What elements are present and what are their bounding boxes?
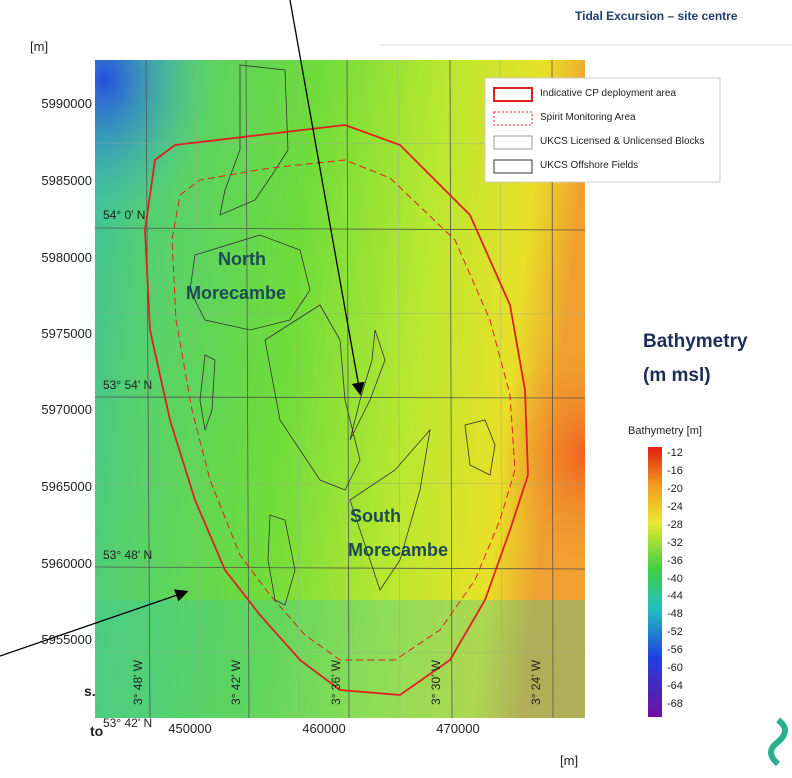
colorbar-label: -16 <box>667 466 683 477</box>
colorbar-title: Bathymetry [m] <box>628 426 702 437</box>
place-label: South <box>350 507 401 525</box>
y-tick-label: 5985000 <box>41 174 92 187</box>
lat-label: 53° 54' N <box>103 379 152 391</box>
legend-label: Indicative CP deployment area <box>540 89 676 99</box>
lon-label: 3° 48' W <box>132 660 144 705</box>
lat-label: 53° 48' N <box>103 549 152 561</box>
place-label: Morecambe <box>186 284 286 302</box>
y-unit: [m] <box>30 40 48 53</box>
y-tick-label: 5990000 <box>41 97 92 110</box>
lon-label: 3° 36' W <box>330 660 342 705</box>
logo-fragment <box>771 720 785 764</box>
y-tick-label: 5955000 <box>41 633 92 646</box>
header-title: Tidal Excursion – site centre <box>575 10 738 22</box>
x-unit: [m] <box>560 754 578 767</box>
colorbar-label: -28 <box>667 520 683 531</box>
colorbar-label: -68 <box>667 699 683 710</box>
colorbar-label: -12 <box>667 448 683 459</box>
colorbar-label: -32 <box>667 538 683 549</box>
colorbar-label: -56 <box>667 645 683 656</box>
colorbar-label: -40 <box>667 574 683 585</box>
colorbar-label: -48 <box>667 609 683 620</box>
page: Tidal Excursion – site centre [m] [m] Ba… <box>0 0 792 778</box>
x-tick-label: 450000 <box>168 722 211 735</box>
y-tick-label: 5970000 <box>41 403 92 416</box>
colorbar-label: -20 <box>667 484 683 495</box>
lat-label: 53° 42' N <box>103 717 152 729</box>
colorbar <box>648 447 662 717</box>
cut-text: s. <box>84 684 96 698</box>
colorbar-label: -36 <box>667 556 683 567</box>
y-tick-label: 5975000 <box>41 327 92 340</box>
colorbar-label: -52 <box>667 627 683 638</box>
y-tick-label: 5965000 <box>41 480 92 493</box>
legend-label: UKCS Offshore Fields <box>540 161 638 171</box>
side-title: Bathymetry <box>643 332 748 351</box>
colorbar-label: -24 <box>667 502 683 513</box>
lat-label: 54° 0' N <box>103 209 145 221</box>
place-label: North <box>218 250 266 268</box>
cut-text: to <box>90 724 103 738</box>
x-tick-label: 470000 <box>436 722 479 735</box>
colorbar-label: -60 <box>667 663 683 674</box>
legend-label: Spirit Monitoring Area <box>540 113 636 123</box>
x-tick-label: 460000 <box>302 722 345 735</box>
lon-label: 3° 42' W <box>230 660 242 705</box>
legend-label: UKCS Licensed & Unlicensed Blocks <box>540 137 705 147</box>
lon-label: 3° 24' W <box>530 660 542 705</box>
side-title: (m msl) <box>643 366 711 385</box>
place-label: Morecambe <box>348 541 448 559</box>
colorbar-label: -44 <box>667 591 683 602</box>
colorbar-label: -64 <box>667 681 683 692</box>
lon-label: 3° 30' W <box>430 660 442 705</box>
y-tick-label: 5980000 <box>41 251 92 264</box>
y-tick-label: 5960000 <box>41 557 92 570</box>
